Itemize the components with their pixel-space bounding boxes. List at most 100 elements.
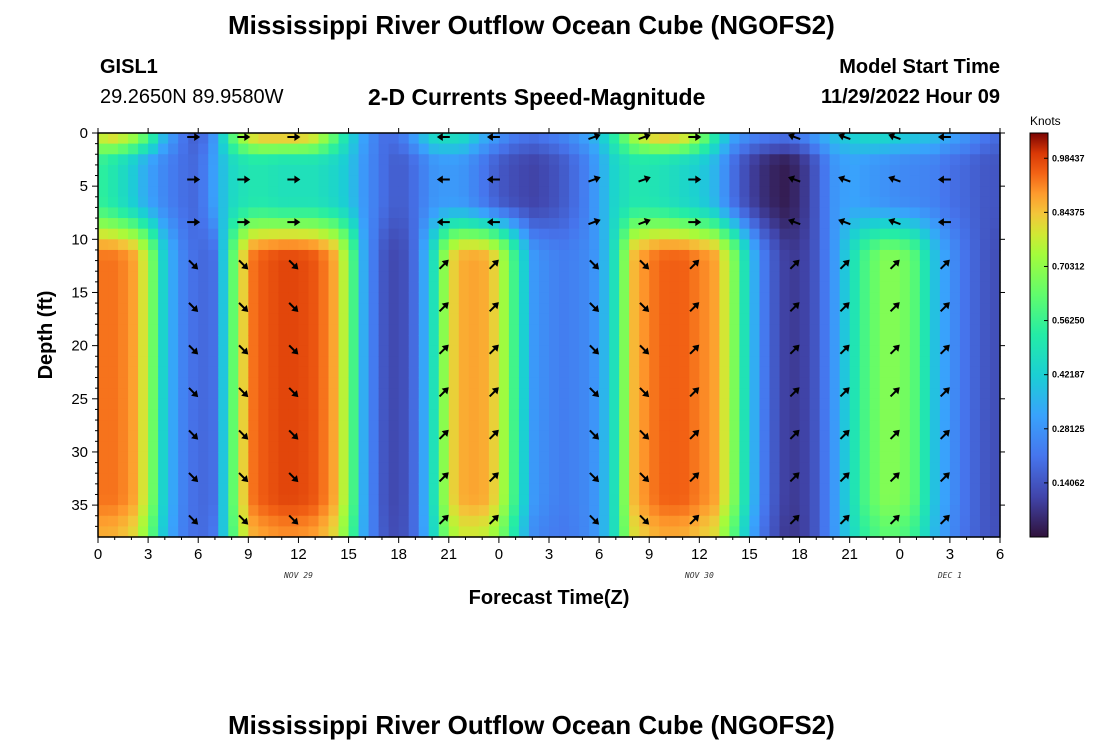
heatmap-cell [589,154,600,166]
arrow-head [642,347,650,355]
heatmap-cell [549,335,560,347]
heatmap-cell [428,462,440,474]
heatmap-cell [128,324,139,336]
heatmap-cell [298,228,310,240]
heatmap-cell [729,249,741,262]
heatmap-cell [98,292,109,304]
heatmap-cell [559,494,570,506]
heatmap-cell [689,260,700,272]
heatmap-cell [959,260,971,272]
heatmap-cell [138,366,149,379]
heatmap-cell [368,303,380,315]
heatmap-cell [989,164,1001,177]
heatmap-cell [899,356,911,368]
current-vector-arrow [438,472,449,483]
heatmap-cell [348,335,360,347]
heatmap-cell [959,505,971,517]
heatmap-cell [348,505,360,517]
heatmap-cell [468,186,480,198]
heatmap-cell [559,473,570,485]
heatmap-cell [438,218,450,230]
heatmap-cell [609,462,620,474]
heatmap-cell [218,515,229,527]
heatmap-cell [248,228,259,240]
heatmap-cell [148,164,159,177]
heatmap-cell [969,164,981,177]
heatmap-cell [248,515,259,527]
heatmap-cell [769,420,781,432]
heatmap-cell [468,398,480,411]
heatmap-cell [408,313,420,325]
heatmap-cell [819,356,831,368]
heatmap-cell [508,345,520,357]
heatmap-cell [398,313,410,325]
heatmap-cell [929,377,941,389]
heatmap-cell [268,366,279,379]
heatmap-cell [258,398,269,411]
heatmap-cell [719,420,730,432]
heatmap-cell [248,388,259,400]
heatmap-cell [729,154,741,166]
heatmap-cell [388,186,400,198]
heatmap-cell [839,505,851,517]
heatmap-cell [328,175,340,187]
heatmap-cell [699,398,710,411]
heatmap-cell [909,218,921,230]
heatmap-cell [549,303,560,315]
heatmap-cell [839,249,851,262]
heatmap-cell [929,526,941,538]
heatmap-cell [308,526,320,538]
heatmap-cell [428,441,440,453]
arrow-head [692,472,700,480]
heatmap-cell [528,473,540,485]
heatmap-cell [779,430,791,442]
heatmap-cell [118,239,129,251]
heatmap-cell [458,281,470,294]
heatmap-cell [569,175,580,187]
heatmap-cell [689,515,700,527]
current-vector-arrow [839,429,850,440]
footer-title: Mississippi River Outflow Ocean Cube (NG… [228,710,835,740]
heatmap-cell [468,515,480,527]
heatmap-cell [919,345,931,357]
heatmap-cell [278,451,290,464]
heatmap-cell [488,345,500,357]
heatmap-cell [969,483,981,496]
heatmap-cell [228,196,239,209]
arrow-head [491,387,499,395]
heatmap-cell [498,420,510,432]
heatmap-cell [719,441,730,453]
heatmap-cell [448,409,460,421]
heatmap-cell [819,218,831,230]
heatmap-cell [268,271,279,283]
heatmap-cell [979,515,991,527]
heatmap-cell [709,313,720,325]
heatmap-cell [388,133,400,145]
heatmap-cell [959,164,971,177]
heatmap-cell [238,441,249,453]
heatmap-cell [428,398,440,411]
heatmap-cell [559,441,570,453]
heatmap-cell [589,366,600,379]
heatmap-cell [528,133,540,145]
heatmap-cell [158,228,169,240]
heatmap-cell [919,324,931,336]
heatmap-cell [538,218,550,230]
heatmap-cell [979,249,991,262]
heatmap-cell [488,154,500,166]
heatmap-cell [398,207,410,219]
heatmap-cell [769,366,781,379]
heatmap-cell [899,398,911,411]
heatmap-cell [318,303,330,315]
heatmap-cell [899,430,911,442]
heatmap-cell [749,377,761,389]
heatmap-cell [809,388,821,400]
heatmap-cell [709,143,720,155]
heatmap-cell [508,388,520,400]
heatmap-cell [759,228,771,240]
heatmap-cell [839,366,851,379]
heatmap-cell [959,345,971,357]
heatmap-cell [238,451,249,464]
heatmap-cell [979,164,991,177]
heatmap-cell [428,281,440,294]
